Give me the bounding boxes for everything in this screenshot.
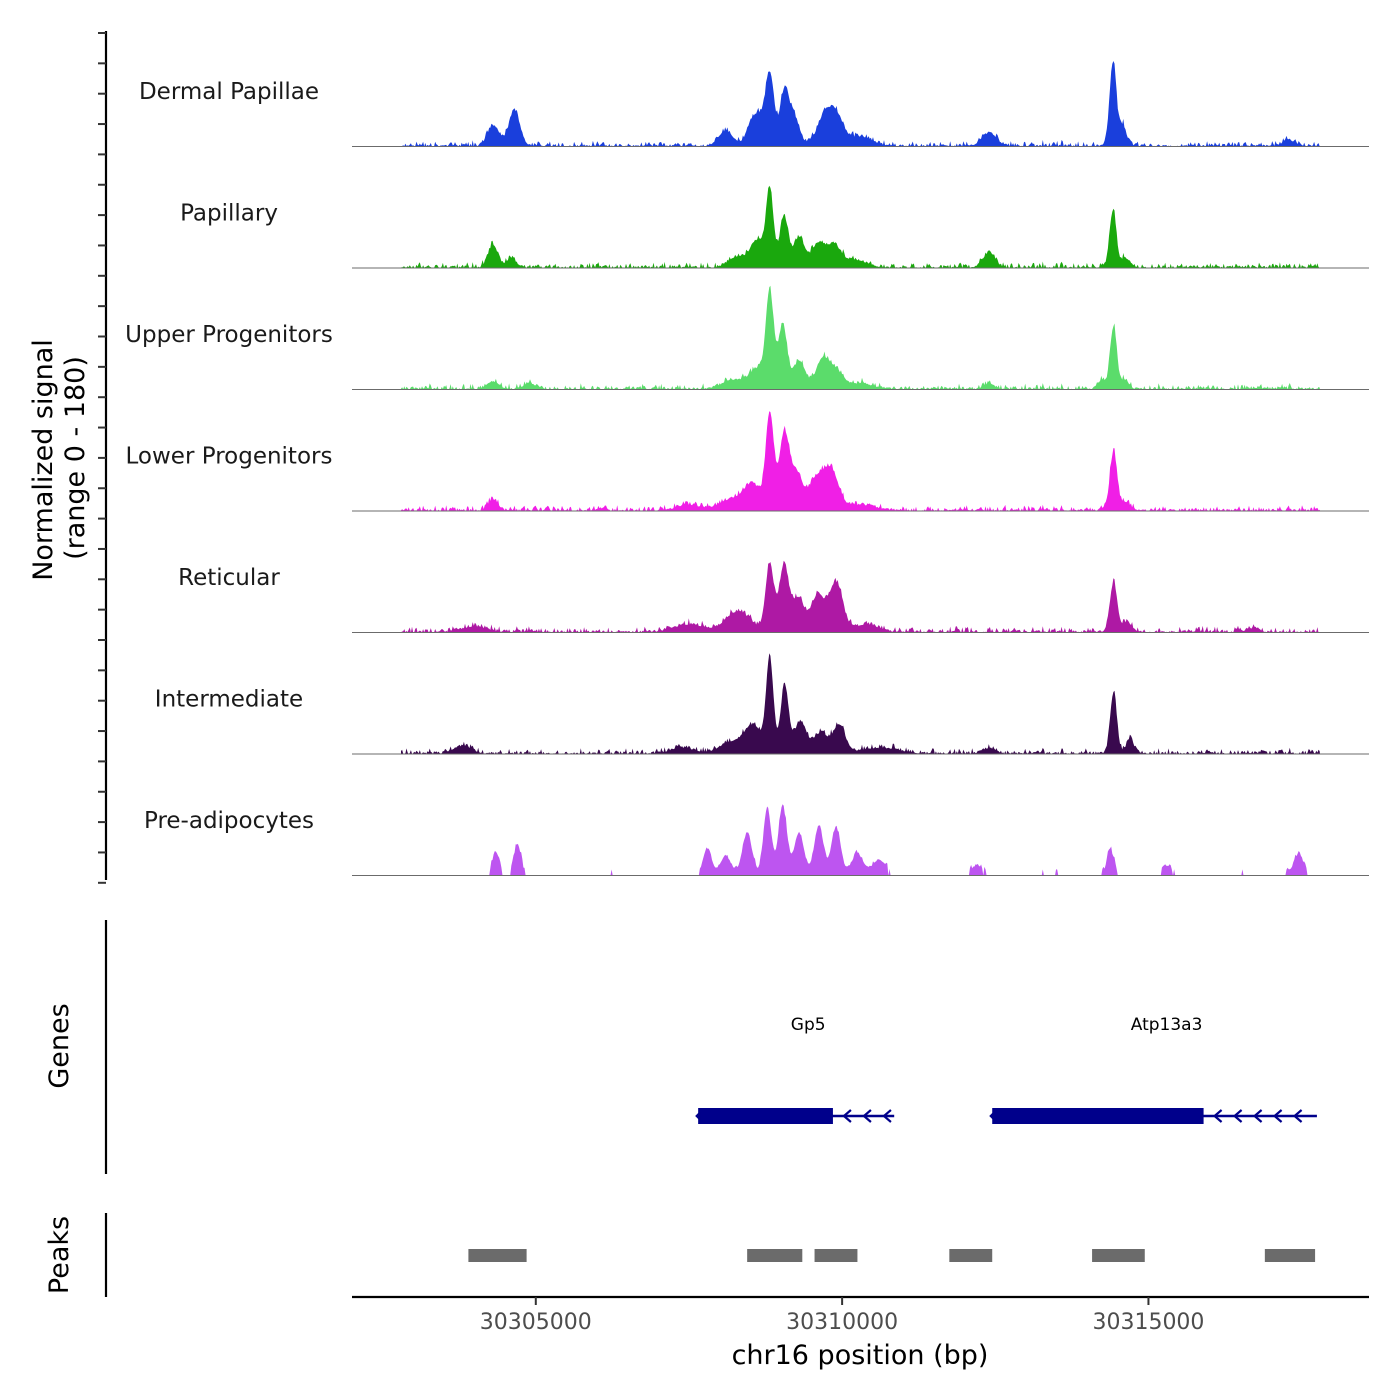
gene-name-label: Atp13a3	[1131, 1015, 1203, 1035]
track-label: Papillary	[180, 201, 278, 227]
track-label: Intermediate	[155, 687, 303, 713]
track-upper-progenitors: Upper Progenitors	[125, 285, 1369, 390]
strand-arrow	[1232, 1109, 1243, 1123]
strand-arrow	[1272, 1109, 1283, 1123]
gene-exon-block	[992, 1108, 1204, 1124]
gene-start-cap	[695, 1111, 701, 1121]
gene-models: Gp5 Atp13a3	[695, 1015, 1317, 1124]
coverage-tracks: Dermal Papillae Papillary Upper Progenitor…	[125, 61, 1369, 876]
signal-area	[401, 804, 1320, 876]
signal-y-axis-label: Normalized signal	[28, 339, 59, 581]
signal-area	[401, 61, 1320, 147]
track-dermal-papillae: Dermal Papillae	[139, 61, 1369, 147]
signal-area	[401, 411, 1320, 511]
peak-region-bar	[1092, 1249, 1145, 1262]
track-lower-progenitors: Lower Progenitors	[126, 411, 1369, 512]
track-papillary: Papillary	[180, 185, 1369, 269]
signal-y-ticks	[98, 32, 106, 884]
signal-area	[401, 185, 1320, 268]
track-label: Lower Progenitors	[126, 444, 333, 470]
strand-arrow	[842, 1109, 852, 1123]
peak-region-bar	[814, 1249, 858, 1262]
x-axis-label: chr16 position (bp)	[732, 1340, 989, 1371]
peaks-axis-label: Peaks	[44, 1216, 75, 1294]
gene-atp13a3: Atp13a3	[989, 1015, 1317, 1124]
track-label: Dermal Papillae	[139, 79, 319, 105]
gene-name-label: Gp5	[791, 1015, 826, 1035]
track-label: Pre-adipocytes	[144, 808, 314, 834]
strand-arrow	[1252, 1109, 1263, 1123]
gene-exon-block	[698, 1108, 833, 1124]
strand-arrow	[862, 1109, 872, 1123]
signal-area	[401, 285, 1320, 390]
track-intermediate: Intermediate	[155, 653, 1369, 755]
strand-arrow	[882, 1109, 892, 1123]
strand-arrow	[1292, 1109, 1303, 1123]
strand-arrow	[1212, 1109, 1223, 1123]
track-label: Upper Progenitors	[125, 322, 333, 348]
gene-start-cap	[989, 1111, 995, 1121]
signal-y-axis-range: (range 0 - 180)	[60, 356, 91, 560]
gene-gp5: Gp5	[695, 1015, 895, 1124]
genes-axis-label: Genes	[44, 1003, 75, 1088]
peak-regions	[468, 1249, 1316, 1262]
x-tick-label: 30305000	[480, 1310, 592, 1335]
signal-area	[401, 560, 1320, 633]
x-tick-label: 30315000	[1092, 1310, 1204, 1335]
x-axis-ticks: 30305000 30310000 30315000	[480, 1297, 1204, 1335]
peak-region-bar	[747, 1249, 803, 1262]
signal-area	[401, 653, 1320, 754]
track-pre-adipocytes: Pre-adipocytes	[144, 804, 1369, 876]
track-reticular: Reticular	[178, 560, 1369, 633]
peak-region-bar	[468, 1249, 527, 1262]
peak-region-bar	[1264, 1249, 1316, 1262]
x-tick-label: 30310000	[786, 1310, 898, 1335]
peak-region-bar	[949, 1249, 993, 1262]
track-label: Reticular	[178, 565, 280, 591]
